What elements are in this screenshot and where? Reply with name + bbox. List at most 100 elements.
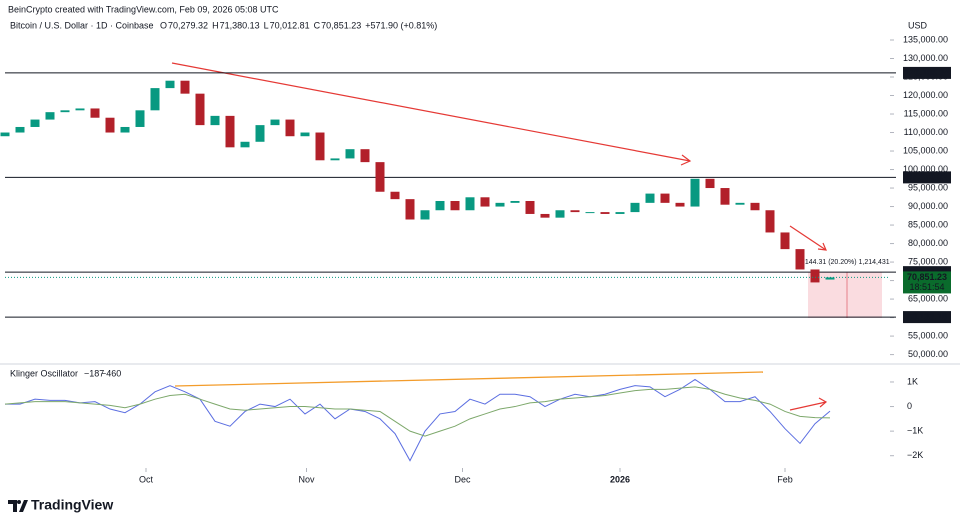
- candle: [105, 117, 115, 133]
- candle: [480, 197, 490, 207]
- candle: [330, 158, 340, 161]
- y-tick-label: 50,000.00: [908, 349, 948, 359]
- candle: [630, 202, 640, 213]
- ohlc-change: +571.90 (+0.81%): [365, 20, 437, 30]
- countdown: 18:51:54: [909, 282, 944, 292]
- candle: [585, 212, 595, 214]
- candle: [60, 110, 70, 113]
- ohlc-value: 70,279.32: [168, 20, 208, 30]
- y-tick-label: 85,000.00: [908, 219, 948, 229]
- candle: [810, 269, 820, 283]
- ohlc-value: 70,851.23: [321, 20, 361, 30]
- trend-arrow: [789, 401, 827, 411]
- price-tag-value: 70,851.23: [907, 272, 947, 282]
- y-tick-label: 115,000.00: [904, 108, 948, 118]
- candle: [30, 119, 40, 127]
- candle: [240, 141, 250, 148]
- candle: [120, 126, 130, 133]
- candle: [195, 93, 205, 126]
- y-tick-label: 120,000.00: [903, 90, 948, 100]
- candle: [600, 212, 610, 214]
- candle: [150, 88, 160, 111]
- candle: [825, 277, 835, 280]
- candle: [675, 202, 685, 207]
- currency: USD: [908, 20, 928, 30]
- candle: [465, 197, 475, 211]
- oscillator-value: −460: [101, 368, 121, 378]
- level-tag: [903, 66, 951, 79]
- ohlc-key: H: [212, 20, 219, 30]
- candle: [735, 202, 745, 205]
- logo: TradingView: [8, 497, 113, 513]
- y-tick-label: 130,000.00: [903, 53, 948, 63]
- brand: TradingView: [31, 497, 113, 513]
- candle: [345, 149, 355, 159]
- arrow-head: [680, 154, 692, 166]
- candle: [450, 200, 460, 211]
- candle: [375, 162, 385, 192]
- x-tick-label: Feb: [777, 474, 793, 484]
- divergence-line: [174, 371, 764, 387]
- candle: [555, 210, 565, 218]
- candle: [705, 178, 715, 189]
- candle: [540, 213, 550, 218]
- candle: [780, 232, 790, 250]
- oscillator-title: Klinger Oscillator: [10, 368, 78, 378]
- x-tick-label: 2026: [610, 474, 630, 484]
- candle: [660, 193, 670, 203]
- ohlc-key: C: [314, 20, 321, 30]
- candle: [210, 115, 220, 126]
- y-tick-label: 110,000.00: [904, 127, 948, 137]
- symbol: Bitcoin / U.S. Dollar · 1D · Coinbase: [10, 20, 154, 30]
- y-tick-label: 1K: [907, 376, 918, 386]
- candle: [315, 132, 325, 161]
- candle: [390, 191, 400, 200]
- candle: [405, 199, 415, 220]
- candle: [795, 249, 805, 270]
- arrow-head: [818, 397, 828, 408]
- y-tick-label: 80,000.00: [908, 238, 948, 248]
- price-tag: [903, 271, 951, 294]
- y-tick-label: −2K: [907, 450, 923, 460]
- ohlc-key: L: [264, 20, 269, 30]
- x-tick-label: Oct: [139, 474, 154, 484]
- measure-label: 2,144.31 (20.20%) 1,214,431: [799, 259, 890, 266]
- logo-dot: [17, 500, 21, 504]
- x-tick-label: Dec: [454, 474, 471, 484]
- candle: [285, 119, 295, 137]
- trend-arrow: [171, 62, 691, 162]
- level-label: 97,879.02: [907, 172, 947, 182]
- candle: [0, 132, 10, 137]
- measure-box: [808, 272, 882, 318]
- annotations: [171, 62, 828, 411]
- ohlc-value: 70,012.81: [270, 20, 310, 30]
- candle: [570, 210, 580, 213]
- y-tick-label: 90,000.00: [908, 201, 948, 211]
- x-tick-label: Nov: [298, 474, 315, 484]
- oscillator-line: [5, 378, 831, 462]
- candle: [495, 202, 505, 207]
- trend-arrow: [789, 225, 827, 251]
- arrow-head: [817, 242, 827, 251]
- candle: [360, 149, 370, 163]
- candle: [435, 200, 445, 211]
- y-tick-label: 100,000.00: [903, 164, 948, 174]
- candle: [225, 115, 235, 148]
- candle: [270, 119, 280, 126]
- candle: [165, 80, 175, 89]
- candle: [45, 112, 55, 120]
- candle: [750, 202, 760, 211]
- candle: [720, 188, 730, 205]
- level-label: 60,133.19: [907, 311, 947, 321]
- candle: [135, 110, 145, 127]
- ohlc-legend: O 70,279.32 H 71,380.13 L 70,012.81 C 70,851.23…: [160, 20, 437, 30]
- candle: [645, 193, 655, 203]
- ohlc-key: O: [160, 20, 167, 30]
- candle: [690, 178, 700, 207]
- y-tick-label: 65,000.00: [908, 293, 948, 303]
- candle: [510, 200, 520, 203]
- logo-mark: [8, 500, 28, 512]
- credit: BeinCrypto created with TradingView.com,…: [8, 4, 279, 14]
- candle: [615, 212, 625, 214]
